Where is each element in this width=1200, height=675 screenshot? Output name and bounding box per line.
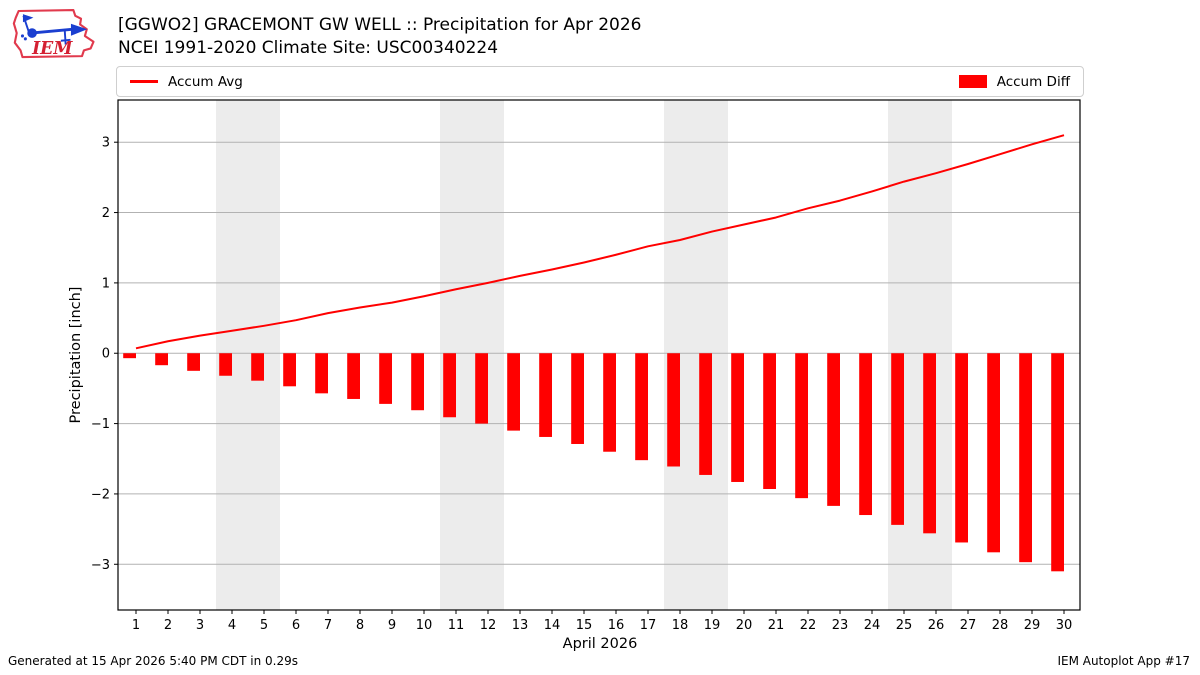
- generated-at-text: Generated at 15 Apr 2026 5:40 PM CDT in …: [8, 654, 299, 668]
- accum-diff-bar: [443, 353, 456, 418]
- x-tick-label: 5: [260, 618, 268, 633]
- x-tick-label: 20: [736, 618, 753, 633]
- accum-avg-line-swatch: [130, 80, 158, 83]
- accum-diff-bar: [731, 353, 744, 482]
- x-tick-label: 16: [608, 618, 625, 633]
- y-tick-label: 0: [102, 347, 110, 362]
- accum-diff-bar: [155, 353, 168, 366]
- accum-diff-bar: [795, 353, 808, 499]
- y-axis-label: Precipitation [inch]: [68, 286, 84, 424]
- y-tick-label: −2: [91, 487, 110, 502]
- x-tick-label: 6: [292, 618, 300, 633]
- accum-diff-bar: [571, 353, 584, 444]
- x-tick-label: 18: [672, 618, 689, 633]
- accum-diff-bar: [347, 353, 360, 399]
- x-tick-label: 1: [132, 618, 140, 633]
- x-tick-label: 7: [324, 618, 332, 633]
- accum-diff-bar: [1051, 353, 1064, 572]
- x-tick-label: 27: [960, 618, 977, 633]
- accum-avg-line: [135, 134, 1065, 350]
- legend-label-accum-diff: Accum Diff: [996, 73, 1070, 90]
- x-tick-label: 22: [800, 618, 817, 633]
- iem-logo-text: IEM: [31, 39, 73, 59]
- app-credit-text: IEM Autoplot App #17: [1057, 654, 1190, 668]
- accum-diff-bar: [923, 353, 936, 534]
- accum-diff-bar: [603, 353, 616, 452]
- accum-diff-bar: [123, 353, 136, 359]
- chart-subtitle: NCEI 1991-2020 Climate Site: USC00340224: [118, 38, 499, 58]
- x-tick-label: 29: [1024, 618, 1041, 633]
- legend-item-accum-avg: Accum Avg: [130, 74, 243, 90]
- title-block: [GGWO2] GRACEMONT GW WELL :: Precipitati…: [118, 14, 641, 60]
- x-tick-label: 12: [480, 618, 497, 633]
- accum-diff-bar: [379, 353, 392, 404]
- y-tick-label: 1: [102, 276, 110, 291]
- accum-diff-bar-swatch: [958, 75, 987, 88]
- accum-diff-bar: [315, 353, 328, 394]
- x-tick-label: 25: [896, 618, 913, 633]
- legend-item-accum-diff: Accum Diff: [958, 73, 1070, 90]
- accum-diff-bar: [251, 353, 264, 381]
- x-tick-label: 8: [356, 618, 364, 633]
- accum-diff-bar: [763, 353, 776, 490]
- iem-logo: IEM: [10, 6, 106, 64]
- accum-diff-bar: [667, 353, 680, 467]
- accum-diff-bar: [699, 353, 712, 475]
- legend-label-accum-avg: Accum Avg: [168, 73, 243, 90]
- x-tick-label: 13: [512, 618, 529, 633]
- legend: Accum Avg Accum Diff: [116, 66, 1084, 97]
- x-tick-label: 3: [196, 618, 204, 633]
- y-tick-label: 2: [102, 206, 110, 221]
- accum-diff-bar: [1019, 353, 1032, 563]
- x-tick-label: 2: [164, 618, 172, 633]
- x-tick-label: 23: [832, 618, 849, 633]
- x-tick-label: 30: [1056, 618, 1073, 633]
- chart-title: [GGWO2] GRACEMONT GW WELL :: Precipitati…: [118, 15, 642, 35]
- x-tick-label: 15: [576, 618, 593, 633]
- accum-diff-bar: [635, 353, 648, 461]
- y-tick-label: −3: [91, 558, 110, 573]
- y-tick-label: −1: [91, 417, 110, 432]
- iem-logo-graphic: IEM: [12, 8, 95, 59]
- accum-diff-bar: [539, 353, 552, 437]
- x-tick-label: 4: [228, 618, 236, 633]
- accum-diff-bar: [955, 353, 968, 543]
- accum-diff-bar: [859, 353, 872, 516]
- accum-diff-bar: [475, 353, 488, 424]
- accum-diff-bar: [987, 353, 1000, 553]
- x-tick-label: 10: [416, 618, 433, 633]
- x-tick-label: 24: [864, 618, 881, 633]
- accum-diff-bar: [283, 353, 296, 387]
- x-tick-label: 14: [544, 618, 561, 633]
- accum-diff-bar: [219, 353, 232, 376]
- accum-diff-bar: [507, 353, 520, 431]
- accum-diff-bar: [187, 353, 200, 371]
- accum-diff-bar: [827, 353, 840, 506]
- weather-vane-icon: [20, 14, 88, 45]
- x-tick-label: 11: [448, 618, 465, 633]
- x-tick-label: 17: [640, 618, 657, 633]
- x-tick-label: 21: [768, 618, 785, 633]
- x-tick-label: 28: [992, 618, 1009, 633]
- iowa-outline-icon: [12, 8, 95, 59]
- plot-border: [117, 99, 1081, 611]
- y-tick-label: 3: [102, 136, 110, 151]
- x-tick-label: 9: [388, 618, 396, 633]
- x-tick-label: 26: [928, 618, 945, 633]
- x-tick-label: 19: [704, 618, 721, 633]
- accum-diff-bar: [891, 353, 904, 525]
- accum-diff-bar: [411, 353, 424, 411]
- x-axis-label: April 2026: [562, 636, 638, 652]
